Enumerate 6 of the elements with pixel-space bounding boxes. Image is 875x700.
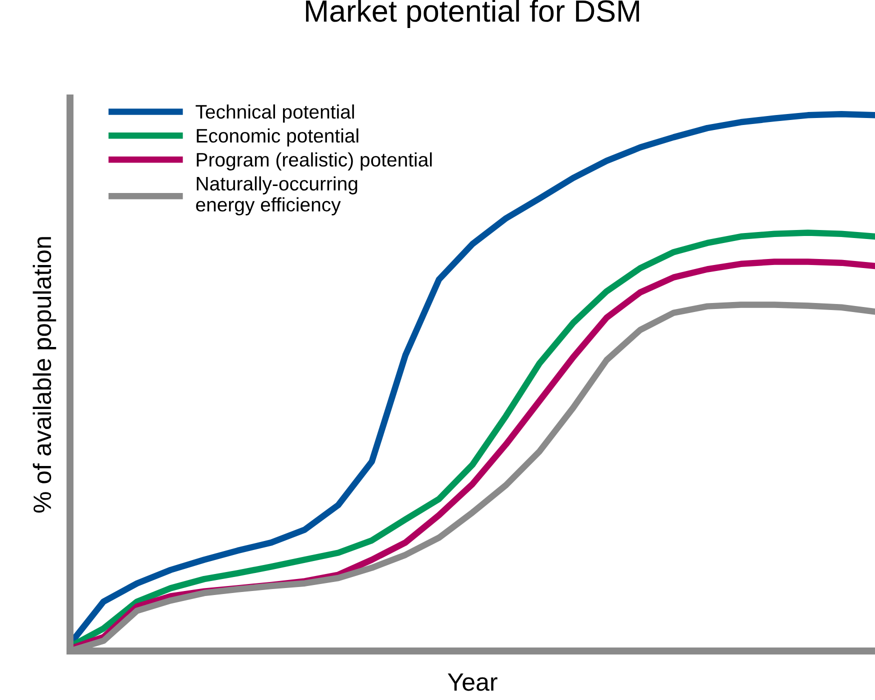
legend-label: Technical potential <box>196 104 354 123</box>
legend-label: Program (realistic) potential <box>196 152 432 170</box>
y-axis-title: % of available population <box>32 237 56 513</box>
x-axis-title: Year <box>448 673 498 691</box>
legend-label: Economic potential <box>196 128 358 147</box>
legend-label: Naturally-occurring energy efficiency <box>196 176 358 216</box>
